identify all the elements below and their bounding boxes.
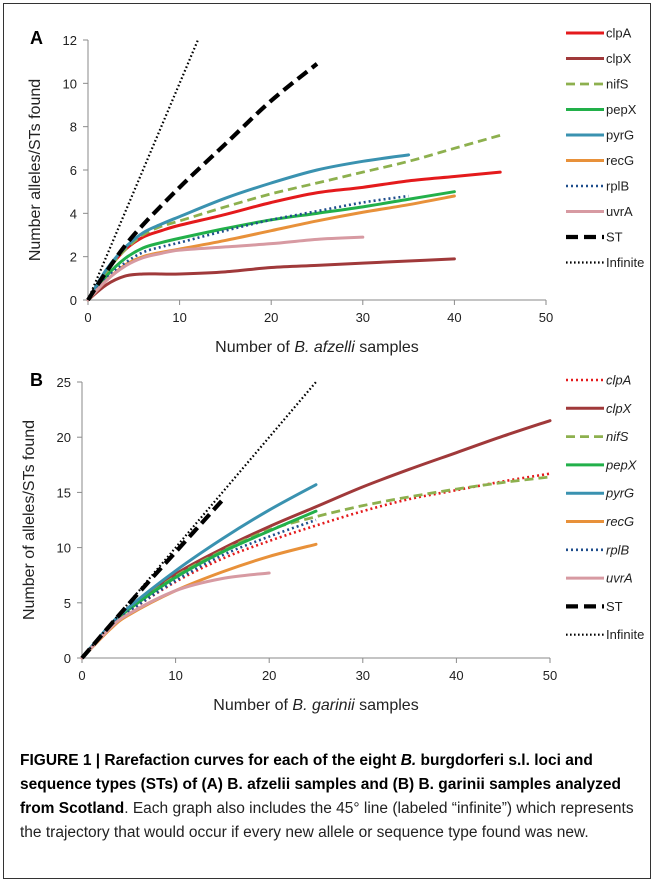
- x-tick-label: 30: [356, 310, 370, 325]
- x-tick-label: 10: [172, 310, 186, 325]
- y-tick-label: 25: [57, 375, 71, 390]
- y-tick-label: 10: [57, 541, 71, 556]
- x-tick-label: 20: [262, 668, 276, 683]
- legend-label-rplB: rplB: [606, 179, 629, 194]
- x-tick-label: 0: [84, 310, 91, 325]
- series-line-rplB: [81, 518, 317, 659]
- series-line-ST: [86, 62, 319, 302]
- caption-bold: FIGURE 1 | Rarefaction curves for each o…: [20, 752, 621, 817]
- panel-label: A: [30, 28, 43, 48]
- x-axis-label-part: samples: [355, 339, 419, 356]
- caption-bold-part: burgdorferi s.l. loci and sequence types…: [20, 752, 621, 817]
- y-tick-label: 20: [57, 430, 71, 445]
- legend-label-pyrG: pyrG: [606, 128, 634, 143]
- legend-label-uvrA: uvrA: [606, 204, 633, 219]
- legend-label-clpA: clpA: [606, 26, 632, 41]
- legend-label-Infinite: Infinite: [606, 255, 644, 270]
- panel-label: B: [30, 370, 43, 390]
- series-line-Infinite: [86, 39, 199, 301]
- chart-panel-1: A 0 10 20 30 40 50 0 2 4 6 8 10 12 Number of B. afzell…: [27, 26, 644, 357]
- x-tick-label: 30: [356, 668, 370, 683]
- legend-label-clpA: clpA: [606, 373, 631, 388]
- legend-label-uvrA: uvrA: [606, 571, 633, 586]
- x-tick-label: 40: [449, 668, 463, 683]
- y-tick-label: 8: [70, 120, 77, 135]
- series-line-pyrG: [86, 153, 411, 302]
- legend-label-pepX: pepX: [606, 102, 637, 117]
- legend-label-pyrG: pyrG: [605, 486, 634, 501]
- y-tick-label: 5: [64, 596, 71, 611]
- x-axis-label-part: Number of: [213, 697, 292, 714]
- caption-bold-part: FIGURE 1 | Rarefaction curves for each o…: [20, 752, 401, 769]
- x-tick-label: 50: [539, 310, 553, 325]
- series-line-uvrA: [80, 571, 271, 660]
- figure-frame: A 0 10 20 30 40 50 0 2 4 6 8 10 12 Number of B. afzell…: [3, 3, 651, 879]
- y-tick-label: 15: [57, 485, 71, 500]
- y-axis-label: Number of alleles/STs found: [21, 420, 38, 620]
- legend-label-recG: recG: [606, 153, 634, 168]
- x-tick-label: 50: [543, 668, 557, 683]
- series-line-rplB: [87, 194, 409, 301]
- y-tick-label: 0: [70, 293, 77, 308]
- series-line-uvrA: [86, 235, 365, 302]
- series-line-clpA: [81, 472, 551, 659]
- series-line-nifS: [80, 475, 551, 659]
- series-line-clpX: [80, 419, 552, 660]
- y-tick-label: 2: [70, 250, 77, 265]
- x-tick-label: 20: [264, 310, 278, 325]
- x-tick-label: 0: [78, 668, 85, 683]
- legend-label-clpX: clpX: [606, 51, 632, 66]
- y-axis-label: Number alleles/STs found: [27, 79, 44, 261]
- legend-label-pepX: pepX: [605, 457, 638, 472]
- series-line-ST: [80, 498, 224, 660]
- legend-label-ST: ST: [606, 230, 623, 245]
- x-axis-label-part: samples: [355, 697, 419, 714]
- y-tick-label: 10: [63, 76, 77, 91]
- y-tick-label: 4: [70, 206, 77, 221]
- series-line-nifS: [86, 133, 501, 301]
- series-line-clpA: [86, 170, 502, 302]
- legend-label-ST: ST: [606, 599, 623, 614]
- caption-bold-part: B.: [400, 752, 417, 769]
- x-axis-label-part: B. afzelli: [294, 339, 355, 356]
- x-tick-label: 40: [447, 310, 461, 325]
- figure-caption: FIGURE 1 | Rarefaction curves for each o…: [20, 749, 640, 845]
- series-line-Infinite: [81, 381, 317, 659]
- legend-label-recG: recG: [606, 514, 634, 529]
- legend-label-clpX: clpX: [606, 401, 633, 416]
- x-axis-label: Number of B. afzelli samples: [215, 339, 419, 356]
- chart-panel-2: B 0 10 20 30 40 50 0 5 10 15 20 25 Number of B. garin…: [21, 370, 644, 714]
- x-tick-label: 10: [168, 668, 182, 683]
- caption-regular: . Each graph also includes the 45° line …: [20, 800, 634, 841]
- series-line-clpX: [86, 257, 456, 302]
- x-axis-label: Number of B. garinii samples: [213, 697, 418, 714]
- legend-label-nifS: nifS: [606, 77, 629, 92]
- legend-label-nifS: nifS: [606, 429, 629, 444]
- legend-label-Infinite: Infinite: [606, 627, 644, 642]
- y-tick-label: 6: [70, 163, 77, 178]
- series-line-pepX: [86, 190, 456, 302]
- series-line-pyrG: [80, 483, 318, 660]
- x-axis-label-part: B. garinii: [292, 697, 355, 714]
- x-axis-label-part: Number of: [215, 339, 294, 356]
- legend-label-rplB: rplB: [606, 542, 629, 557]
- y-tick-label: 12: [63, 33, 77, 48]
- y-tick-label: 0: [64, 651, 71, 666]
